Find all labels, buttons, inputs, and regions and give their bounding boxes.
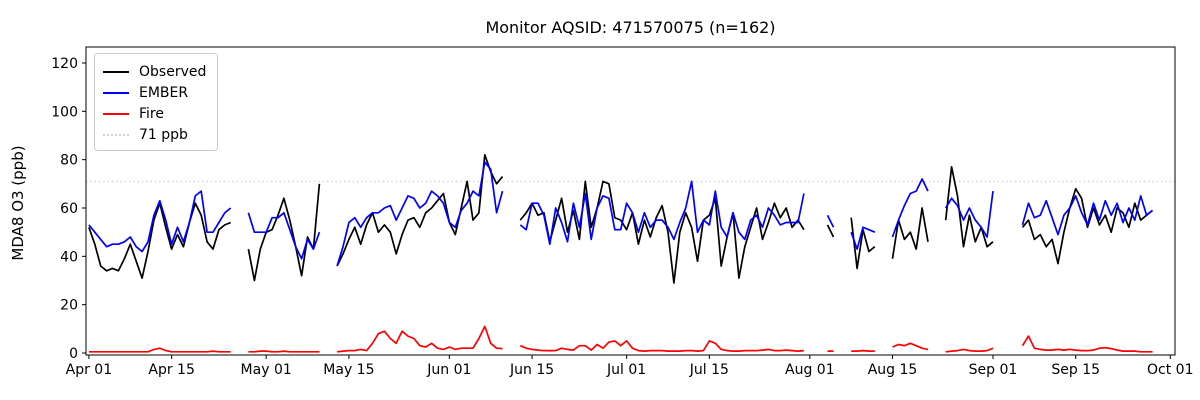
legend-swatch [103, 91, 129, 94]
ember-line [88, 161, 1154, 267]
legend-swatch [103, 70, 129, 73]
y-tick-label: 80 [60, 153, 78, 169]
fire-line [88, 325, 1153, 353]
y-tick-label: 20 [60, 298, 78, 314]
x-tick-label: Jul 01 [606, 362, 646, 378]
observed-line [88, 153, 1154, 284]
legend-label: EMBER [139, 84, 189, 101]
legend: Observed EMBER Fire 71 ppb [94, 53, 218, 151]
chart-title: Monitor AQSID: 471570075 (n=162) [485, 18, 776, 37]
legend-swatch [103, 112, 129, 115]
y-tick-label: 60 [60, 201, 78, 217]
x-tick-label: Sep 01 [969, 362, 1018, 378]
y-tick-label: 100 [51, 104, 78, 120]
x-tick-label: Jul 15 [689, 362, 729, 378]
y-tick-label: 0 [69, 346, 78, 362]
x-tick-label: Sep 15 [1051, 362, 1100, 378]
legend-item-71-ppb: 71 ppb [103, 124, 209, 145]
legend-label: 71 ppb [139, 126, 188, 143]
x-tick-label: May 01 [241, 362, 292, 378]
y-tick-label: 40 [60, 249, 78, 265]
x-tick-label: Aug 01 [785, 362, 835, 378]
legend-item-fire: Fire [103, 103, 209, 124]
x-tick-label: Oct 01 [1147, 362, 1193, 378]
legend-label: Observed [139, 63, 207, 80]
y-axis-label: MDA8 O3 (ppb) [9, 145, 27, 261]
legend-label: Fire [139, 105, 164, 122]
legend-item-ember: EMBER [103, 82, 209, 103]
x-tick-label: May 15 [323, 362, 374, 378]
x-tick-label: Jun 15 [509, 362, 554, 378]
legend-item-observed: Observed [103, 61, 209, 82]
plot-frame [85, 46, 1176, 356]
x-tick-label: Jun 01 [426, 362, 471, 378]
legend-swatch [103, 133, 129, 136]
x-tick-label: Apr 01 [66, 362, 112, 378]
y-tick-label: 120 [51, 56, 78, 72]
x-tick-label: Aug 15 [868, 362, 918, 378]
x-tick-label: Apr 15 [148, 362, 194, 378]
